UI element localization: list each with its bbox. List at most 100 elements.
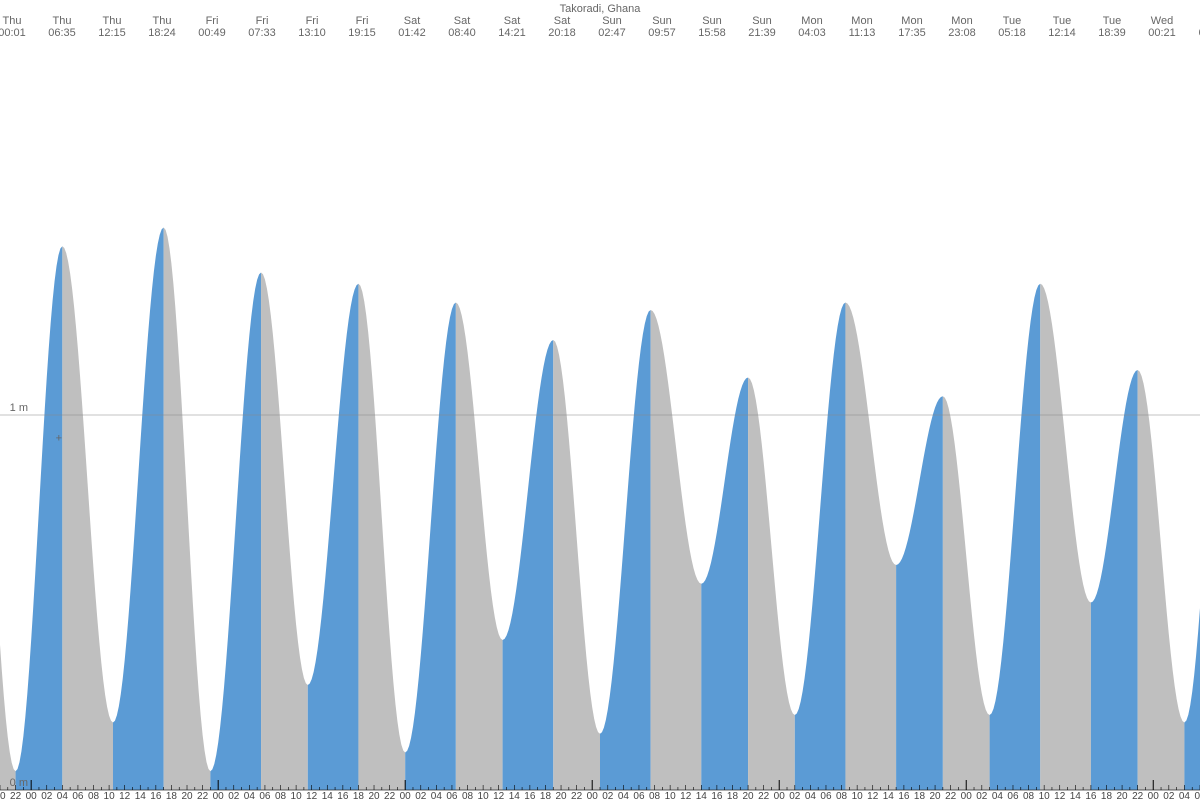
- x-tick-label: 00: [213, 791, 225, 800]
- x-tick-label: 20: [181, 791, 193, 800]
- x-tick-label: 02: [789, 791, 801, 800]
- header-time: 15:58: [698, 27, 726, 39]
- x-tick-label: 10: [852, 791, 864, 800]
- x-tick-label: 06: [1007, 791, 1019, 800]
- x-tick-label: 04: [57, 791, 69, 800]
- y-axis-label: 1 m: [10, 402, 28, 414]
- x-tick-label: 10: [291, 791, 303, 800]
- x-tick-label: 10: [104, 791, 116, 800]
- x-tick-label: 20: [368, 791, 380, 800]
- x-tick-label: 04: [431, 791, 443, 800]
- x-tick-label: 16: [337, 791, 349, 800]
- tide-area: [0, 228, 1200, 791]
- header-day: Tue: [1053, 15, 1072, 27]
- header-day: Sat: [404, 15, 421, 27]
- header-time: 23:08: [948, 27, 976, 39]
- header-time: 14:21: [498, 27, 526, 39]
- header-time: 04:03: [798, 27, 826, 39]
- x-tick-label: 14: [322, 791, 334, 800]
- x-tick-label: 16: [1085, 791, 1097, 800]
- tide-segment: [503, 340, 554, 790]
- header-day: Thu: [153, 15, 172, 27]
- header-time: 05:18: [998, 27, 1026, 39]
- header-time: 17:35: [898, 27, 926, 39]
- header-day: Thu: [3, 15, 22, 27]
- header-time: 08:40: [448, 27, 476, 39]
- x-tick-label: 12: [119, 791, 131, 800]
- header-day: Fri: [356, 15, 369, 27]
- x-tick-label: 18: [166, 791, 178, 800]
- header-day: Tue: [1003, 15, 1022, 27]
- x-tick-label: 14: [1070, 791, 1082, 800]
- x-tick-label: 12: [306, 791, 318, 800]
- header-day: Sat: [504, 15, 521, 27]
- x-tick-label: 06: [446, 791, 458, 800]
- x-tick-label: 00: [400, 791, 412, 800]
- header-day: Mon: [951, 15, 972, 27]
- x-tick-label: 04: [244, 791, 256, 800]
- header-day: Thu: [53, 15, 72, 27]
- tide-segment: [210, 273, 261, 791]
- tide-segment: [845, 303, 896, 791]
- x-tick-label: 06: [259, 791, 271, 800]
- tide-segment: [1091, 370, 1138, 790]
- x-tick-label: 08: [88, 791, 100, 800]
- header-time: 00:01: [0, 27, 26, 39]
- tide-segment: [943, 396, 990, 790]
- x-tick-label: 18: [914, 791, 926, 800]
- x-tick-label: 00: [587, 791, 599, 800]
- x-tick-label: 02: [41, 791, 53, 800]
- x-tick-label: 02: [976, 791, 988, 800]
- x-tick-label: 18: [353, 791, 365, 800]
- x-tick-label: 00: [1148, 791, 1160, 800]
- x-tick-label: 04: [805, 791, 817, 800]
- x-tick-label: 20: [555, 791, 567, 800]
- x-tick-label: 16: [524, 791, 536, 800]
- x-tick-label: 08: [275, 791, 287, 800]
- x-tick-label: 12: [867, 791, 879, 800]
- x-tick-label: 10: [1039, 791, 1051, 800]
- x-tick-label: 22: [571, 791, 583, 800]
- x-tick-label: 08: [836, 791, 848, 800]
- x-tick-label: 20: [742, 791, 754, 800]
- header-day: Wed: [1151, 15, 1173, 27]
- x-tick-label: 00: [774, 791, 786, 800]
- header-time: 06:35: [48, 27, 76, 39]
- tide-segment: [308, 284, 359, 790]
- tide-segment: [1184, 608, 1200, 790]
- header-day: Thu: [103, 15, 122, 27]
- header-day: Sun: [652, 15, 672, 27]
- header-time: 21:39: [748, 27, 776, 39]
- tide-segment: [0, 645, 16, 790]
- x-tick-label: 04: [1179, 791, 1191, 800]
- tide-chart: 0 m1 m+202200020406081012141618202200020…: [0, 0, 1200, 800]
- x-tick-label: 16: [150, 791, 162, 800]
- header-day: Fri: [306, 15, 319, 27]
- x-tick-label: 02: [228, 791, 240, 800]
- x-tick-label: 22: [758, 791, 770, 800]
- x-tick-label: 22: [10, 791, 22, 800]
- x-tick-label: 02: [1163, 791, 1175, 800]
- header-time: 19:15: [348, 27, 376, 39]
- x-tick-label: 10: [665, 791, 677, 800]
- header-day: Sun: [602, 15, 622, 27]
- header-day: Sun: [702, 15, 722, 27]
- x-tick-label: 08: [649, 791, 661, 800]
- x-tick-label: 04: [618, 791, 630, 800]
- x-tick-label: 12: [1054, 791, 1066, 800]
- tide-segment: [795, 303, 846, 791]
- tide-segment: [113, 228, 164, 791]
- header-time: 00:49: [198, 27, 226, 39]
- x-tick-label: 06: [820, 791, 832, 800]
- marker-plus: +: [56, 432, 62, 444]
- tide-segment: [261, 273, 308, 791]
- header-day: Mon: [901, 15, 922, 27]
- header-day: Mon: [801, 15, 822, 27]
- header-time: 02:47: [598, 27, 626, 39]
- tide-segment: [990, 284, 1041, 790]
- header-day: Fri: [206, 15, 219, 27]
- header-time: 12:14: [1048, 27, 1076, 39]
- x-tick-label: 04: [992, 791, 1004, 800]
- x-tick-label: 14: [135, 791, 147, 800]
- x-tick-label: 06: [72, 791, 84, 800]
